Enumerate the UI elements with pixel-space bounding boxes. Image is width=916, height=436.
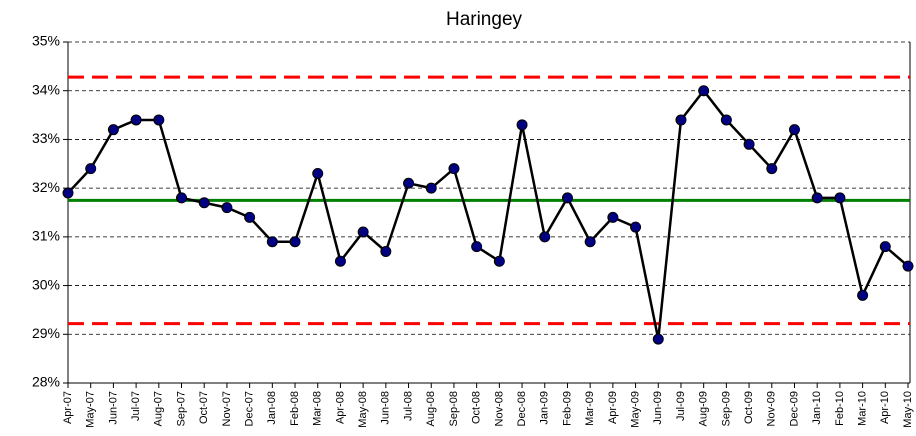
data-point bbox=[380, 245, 392, 257]
data-point bbox=[607, 211, 619, 223]
y-tick-label: 30% bbox=[32, 276, 60, 292]
data-point bbox=[561, 192, 573, 204]
data-point bbox=[153, 114, 165, 126]
x-tick-label: Jan-08 bbox=[266, 391, 278, 425]
data-point bbox=[107, 124, 119, 136]
data-point bbox=[811, 192, 823, 204]
y-tick-label: 28% bbox=[32, 374, 60, 390]
x-tick-label: Aug-07 bbox=[153, 391, 165, 426]
x-tick-label: May-07 bbox=[85, 391, 97, 428]
x-tick-label: Jul-07 bbox=[130, 391, 142, 421]
data-point bbox=[176, 192, 188, 204]
y-tick-label: 32% bbox=[32, 179, 60, 195]
y-tick-label: 31% bbox=[32, 228, 60, 244]
y-tick-label: 34% bbox=[32, 81, 60, 97]
x-tick-label: Feb-08 bbox=[289, 391, 301, 426]
x-tick-label: Jun-09 bbox=[652, 391, 664, 425]
x-tick-label: May-09 bbox=[629, 391, 641, 428]
data-point bbox=[652, 333, 664, 345]
data-point bbox=[62, 187, 74, 199]
x-tick-label: May-08 bbox=[357, 391, 369, 428]
x-tick-label: Oct-08 bbox=[471, 391, 483, 424]
x-tick-label: Jul-09 bbox=[675, 391, 687, 421]
x-tick-label: Nov-07 bbox=[221, 391, 233, 426]
data-point bbox=[766, 163, 778, 175]
data-point bbox=[289, 236, 301, 248]
data-point bbox=[85, 163, 97, 175]
x-tick-label: Mar-09 bbox=[584, 391, 596, 426]
chart-title: Haringey bbox=[446, 9, 523, 30]
data-point bbox=[720, 114, 732, 126]
x-tick-label: Nov-09 bbox=[766, 391, 778, 426]
data-point bbox=[539, 231, 551, 243]
x-tick-label: Apr-10 bbox=[879, 391, 891, 424]
data-point bbox=[698, 85, 710, 97]
data-point bbox=[221, 202, 233, 214]
x-tick-label: Oct-09 bbox=[743, 391, 755, 424]
data-point bbox=[334, 255, 346, 267]
data-point bbox=[403, 177, 415, 189]
x-tick-label: Mar-08 bbox=[312, 391, 324, 426]
x-tick-label: Mar-10 bbox=[857, 391, 869, 426]
data-point bbox=[312, 168, 324, 180]
x-tick-label: Oct-07 bbox=[198, 391, 210, 424]
x-tick-label: Jan-09 bbox=[539, 391, 551, 425]
x-tick-label: Jun-07 bbox=[107, 391, 119, 425]
x-tick-label: Apr-07 bbox=[62, 391, 74, 424]
x-tick-label: Aug-09 bbox=[698, 391, 710, 426]
x-tick-label: Nov-08 bbox=[493, 391, 505, 426]
data-point bbox=[788, 124, 800, 136]
data-point bbox=[425, 182, 437, 194]
x-tick-label: Dec-09 bbox=[788, 391, 800, 426]
x-tick-label: Apr-09 bbox=[607, 391, 619, 424]
x-tick-label: Apr-08 bbox=[334, 391, 346, 424]
data-point bbox=[357, 226, 369, 238]
x-tick-label: Dec-08 bbox=[516, 391, 528, 426]
x-tick-label: Feb-09 bbox=[561, 391, 573, 426]
data-point bbox=[834, 192, 846, 204]
data-point bbox=[879, 241, 891, 253]
data-line bbox=[67, 88, 909, 340]
data-point bbox=[244, 211, 256, 223]
x-tick-label: Feb-10 bbox=[834, 391, 846, 426]
x-tick-label: Dec-07 bbox=[244, 391, 256, 426]
data-point bbox=[130, 114, 142, 126]
data-point bbox=[493, 255, 505, 267]
data-point bbox=[675, 114, 687, 126]
y-tick-label: 33% bbox=[32, 130, 60, 146]
x-tick-label: Jun-08 bbox=[380, 391, 392, 425]
x-tick-label: Sep-08 bbox=[448, 391, 460, 426]
x-tick-label: Jul-08 bbox=[402, 391, 414, 421]
data-point bbox=[743, 138, 755, 150]
data-point bbox=[857, 289, 869, 301]
data-point bbox=[448, 163, 460, 175]
x-tick-label: Aug-08 bbox=[425, 391, 437, 426]
y-tick-label: 35% bbox=[32, 33, 60, 49]
data-point bbox=[516, 119, 528, 131]
data-point bbox=[266, 236, 278, 248]
data-point bbox=[471, 241, 483, 253]
data-point bbox=[630, 221, 642, 233]
y-tick-label: 29% bbox=[32, 325, 60, 341]
data-point bbox=[198, 197, 210, 209]
x-tick-label: Jan-10 bbox=[811, 391, 823, 425]
x-tick-label: Sep-09 bbox=[720, 391, 732, 426]
x-tick-label: May-10 bbox=[902, 391, 914, 428]
x-tick-label: Sep-07 bbox=[175, 391, 187, 426]
data-point bbox=[902, 260, 914, 272]
data-point bbox=[584, 236, 596, 248]
